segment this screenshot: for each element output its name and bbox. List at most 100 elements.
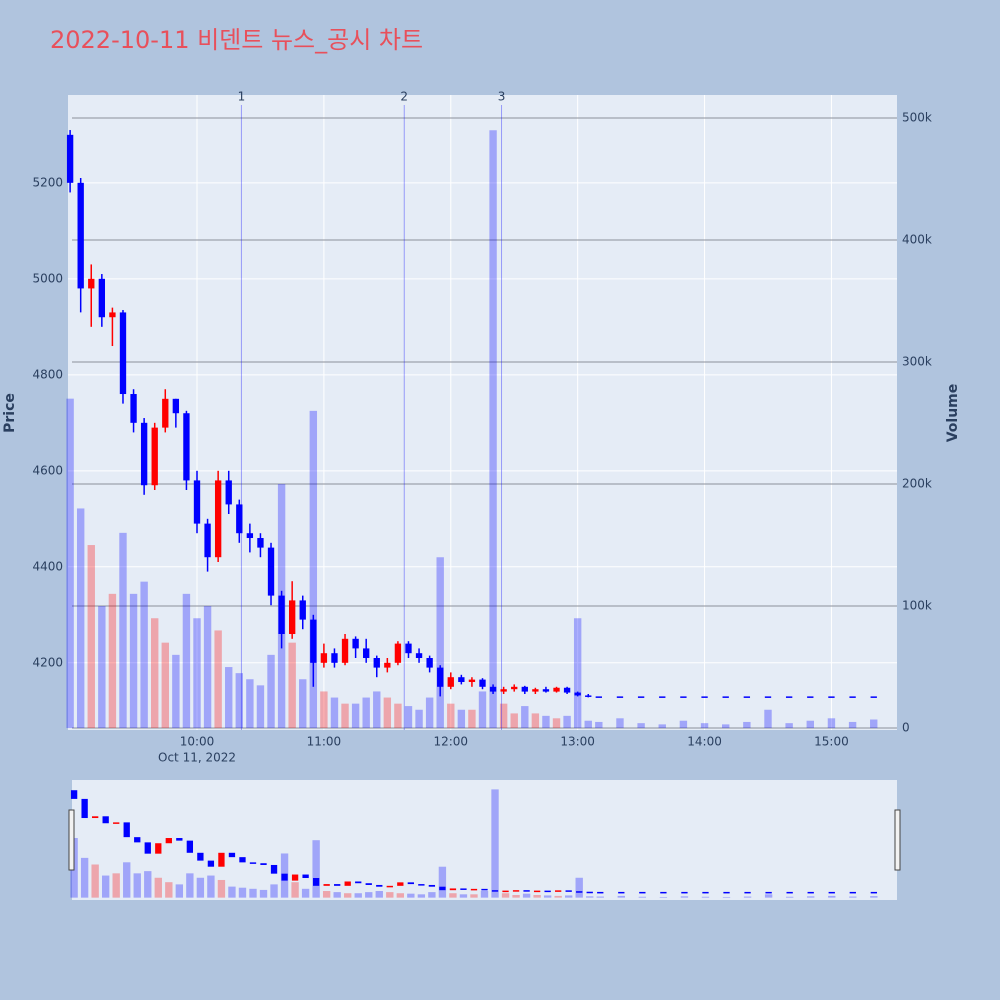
volume-bar [415,709,423,729]
y-tick-label: 5000 [32,271,63,285]
rangeslider-candle [312,878,320,886]
rangeslider-candle [134,837,141,843]
rangeslider-candle [386,885,393,888]
y-tick-label: 4800 [32,367,63,381]
candle-body [616,696,624,698]
x-tick-label: 14:00 [687,735,722,749]
rangeslider-candle [828,891,835,894]
volume-bar [98,606,106,729]
candle-body [183,413,190,481]
rangeslider-candle [481,888,488,891]
rangeslider-volume-bar [175,884,184,898]
rangeslider-candle [123,822,130,838]
rangeslider-candle [186,840,194,853]
volume-bar [510,713,518,729]
rangeslider-volume-bar [543,895,552,898]
rangeslider-volume-bar [785,896,794,898]
volume-bar [383,697,392,729]
rangeslider-volume-bar [449,893,457,898]
volume-bar [151,618,159,729]
candle-body [479,679,486,687]
rangeslider-volume-bar [428,892,436,898]
rangeslider-candle [681,891,688,894]
candle-body [66,134,74,183]
candle-body [151,427,158,486]
rangeslider-volume-bar [554,895,562,898]
volume-bar [658,724,666,729]
rangeslider-volume-bar [596,896,604,898]
rangeslider-candle [91,816,99,819]
volume-bar [193,618,201,729]
volume-bar [320,691,328,729]
candle-body [267,547,275,596]
volume-bar [848,721,857,729]
candle-body [447,677,454,687]
candle-body [299,600,306,620]
volume-bar [246,679,254,729]
volume-bar [394,703,402,729]
x-tick-label: 11:00 [307,735,342,749]
volume-bar [330,697,339,729]
rangeslider-candle [70,790,78,799]
rangeslider-volume-bar [259,889,268,898]
rangeslider-candle [544,890,551,893]
volume-bar [827,718,836,729]
volume-bar [341,703,349,729]
rangeslider-area[interactable] [72,780,897,900]
rangeslider-candle [523,890,530,892]
volume-bar [309,410,318,729]
candle-body [585,695,592,697]
volume-bar [468,709,476,729]
rangeslider-candle [344,881,351,886]
volume-bar [87,545,95,729]
candle-body [88,278,95,289]
rangeslider-volume-bar [470,894,478,898]
volume-bar [235,673,243,729]
rangeslider-volume-bar [870,896,878,898]
candle-body [426,658,433,668]
rangeslider-candle [849,891,856,894]
volume-bar [584,720,592,729]
rangeslider-volume-bar [743,896,752,898]
rangeslider-handle-left[interactable] [68,809,75,871]
rangeslider-candle [334,884,341,886]
rangeslider-handle-right[interactable] [894,809,901,871]
rangeslider-volume-bar [565,895,573,898]
news-label: 1 [238,90,246,104]
rangeslider-candle [407,882,414,885]
y-tick-label: 4400 [32,559,63,573]
x-tick-label: 15:00 [814,735,849,749]
rangeslider-candle [260,863,267,865]
rangeslider-candle [113,822,120,824]
rangeslider-candle [376,884,383,887]
candle-body [394,643,402,663]
candle-body [722,696,729,698]
rangeslider-candle [207,860,215,867]
volume-bar [521,706,529,729]
y2-tick-label: 500k [902,111,932,125]
rangeslider-volume-bar [659,896,668,898]
x-tick-label: 12:00 [433,735,468,749]
volume-bar [425,697,434,729]
candle-body [521,686,528,692]
news-label: 2 [400,90,408,104]
y-axis-title: Price [2,393,18,433]
rangeslider-candle [302,874,309,879]
candle-body [849,696,856,698]
y-tick-label: 4600 [32,463,63,477]
rangeslider-volume-bar [375,891,383,898]
volume-bar [743,721,751,729]
candle-body [574,692,581,696]
rangeslider-volume-bar [301,888,310,898]
rangeslider-volume-bar [522,893,531,898]
rangeslider-candle [397,882,404,886]
volume-bar [267,654,275,729]
rangeslider-candle [239,857,246,863]
candle-body [511,686,518,690]
rangeslider-candle [470,888,478,891]
volume-bar [299,679,307,729]
candle-body [405,643,412,654]
rangeslider-candle [744,891,751,894]
rangeslider-volume-bar [491,789,499,898]
candle-body [310,619,317,663]
